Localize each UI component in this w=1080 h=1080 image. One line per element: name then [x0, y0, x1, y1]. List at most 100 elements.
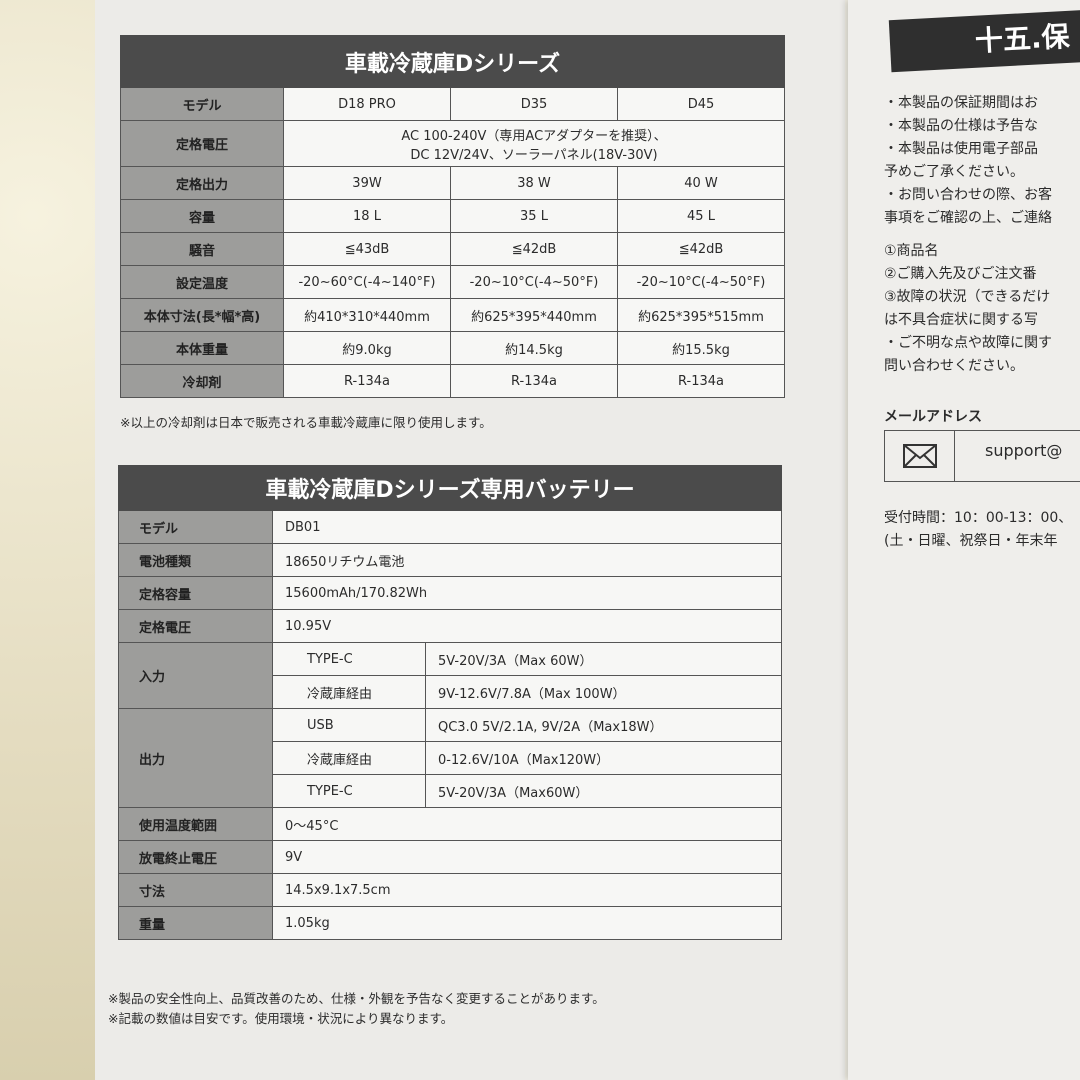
cell: 約14.5kg	[450, 331, 618, 365]
cell: 9V	[272, 840, 782, 874]
cell: 9V-12.6V/7.8A（Max 100W）	[425, 675, 782, 709]
cell: 0〜45°C	[272, 807, 782, 841]
row-label: 設定温度	[120, 265, 284, 299]
row-label: 出力	[118, 708, 273, 808]
row-label: 定格電圧	[120, 120, 284, 167]
text-line: ・ご不明な点や故障に関す	[884, 335, 1052, 351]
row-label: 定格電圧	[118, 609, 273, 643]
cell: D45	[617, 87, 785, 121]
support-email[interactable]: support@	[985, 441, 1063, 460]
cell: ≦43dB	[283, 232, 451, 266]
row-label: 放電終止電圧	[118, 840, 273, 874]
cell: USB	[272, 708, 426, 742]
cell: 38 W	[450, 166, 618, 200]
cell: 冷蔵庫経由	[272, 741, 426, 775]
cell: D18 PRO	[283, 87, 451, 121]
text-line: ②ご購入先及びご注文番	[884, 266, 1037, 282]
text-line: 予めご了承ください。	[884, 164, 1024, 180]
cell: ≦42dB	[617, 232, 785, 266]
cell: 約15.5kg	[617, 331, 785, 365]
row-label: 寸法	[118, 873, 273, 907]
cell: TYPE-C	[272, 642, 426, 676]
table-row: モデル D18 PRO D35 D45	[120, 87, 785, 121]
text-line: は不具合症状に関する写	[884, 312, 1038, 328]
cell: 冷蔵庫経由	[272, 675, 426, 709]
row-label: 定格出力	[120, 166, 284, 200]
text-line: ③故障の状況（できるだけ	[884, 289, 1051, 305]
row-label: 本体重量	[120, 331, 284, 365]
fridge-spec-table: 車載冷蔵庫Dシリーズ モデル D18 PRO D35 D45 定格電圧 AC 100-24…	[120, 35, 785, 398]
cell: 5V-20V/3A（Max 60W）	[425, 642, 782, 676]
cell: R-134a	[283, 364, 451, 398]
cell: TYPE-C	[272, 774, 426, 808]
text-line: ①商品名	[884, 243, 939, 259]
cell: 5V-20V/3A（Max60W）	[425, 774, 782, 808]
row-label: 冷却剤	[120, 364, 284, 398]
cell: D35	[450, 87, 618, 121]
cell: 約625*395*440mm	[450, 298, 618, 332]
cell: 約625*395*515mm	[617, 298, 785, 332]
cell: ≦42dB	[450, 232, 618, 266]
row-label: 本体寸法(長*幅*高)	[120, 298, 284, 332]
row-label: 電池種類	[118, 543, 273, 577]
cell: 0-12.6V/10A（Max120W）	[425, 741, 782, 775]
warranty-text: ・本製品の保証期間はお ・本製品の仕様は予告な ・本製品は使用電子部品 予めご了承くだ…	[884, 92, 1052, 378]
row-label: 重量	[118, 906, 273, 940]
merged-cell: AC 100-240V（専用ACアダプターを推奨）、 DC 12V/24V、ソーラ…	[283, 120, 785, 167]
cell: 18 L	[283, 199, 451, 233]
hours-line-2: (土・日曜、祝祭日・年末年	[884, 533, 1058, 549]
cell: -20~60°C(-4~140°F)	[283, 265, 451, 299]
email-box: support@	[884, 430, 1080, 482]
cell: -20~10°C(-4~50°F)	[617, 265, 785, 299]
cell: 15600mAh/170.82Wh	[272, 576, 782, 610]
row-label: 定格容量	[118, 576, 273, 610]
cell: 40 W	[617, 166, 785, 200]
cell: QC3.0 5V/2.1A, 9V/2A（Max18W）	[425, 708, 782, 742]
values-note: ※記載の数値は目安です。使用環境・状況により異なります。	[108, 1011, 454, 1026]
text-line: ・本製品の仕様は予告な	[884, 118, 1038, 134]
cell: 18650リチウム電池	[272, 543, 782, 577]
row-label: 騒音	[120, 232, 284, 266]
warranty-heading: 十五.保	[888, 9, 1080, 73]
cell: 14.5x9.1x7.5cm	[272, 873, 782, 907]
cell: 約410*310*440mm	[283, 298, 451, 332]
row-label: 使用温度範囲	[118, 807, 273, 841]
table-row: 騒音 ≦43dB ≦42dB ≦42dB	[120, 232, 785, 266]
table-row: 定格電圧 AC 100-240V（専用ACアダプターを推奨）、 DC 12V/24V…	[120, 120, 785, 167]
cell: -20~10°C(-4~50°F)	[450, 265, 618, 299]
row-label: モデル	[120, 87, 284, 121]
cell: 約9.0kg	[283, 331, 451, 365]
text-line: 事項をご確認の上、ご連絡	[884, 210, 1052, 226]
cell: 1.05kg	[272, 906, 782, 940]
table-row: 本体重量 約9.0kg 約14.5kg 約15.5kg	[120, 331, 785, 365]
cell: 10.95V	[272, 609, 782, 643]
cell-line: AC 100-240V（専用ACアダプターを推奨）、	[401, 128, 667, 144]
hours-line-1: 受付時間：10：00-13：00、	[884, 510, 1073, 526]
row-label: モデル	[118, 510, 273, 544]
table-row: 設定温度 -20~60°C(-4~140°F) -20~10°C(-4~50°F) -…	[120, 265, 785, 299]
text-line: 問い合わせください。	[884, 358, 1024, 374]
table-title: 車載冷蔵庫Dシリーズ専用バッテリー	[118, 465, 782, 511]
manual-page-right	[848, 0, 1080, 1080]
battery-spec-table: 車載冷蔵庫Dシリーズ専用バッテリー モデル DB01 電池種類 18650リチウム電…	[118, 465, 782, 940]
cell: R-134a	[450, 364, 618, 398]
fur-background	[0, 0, 110, 1080]
table-row: 容量 18 L 35 L 45 L	[120, 199, 785, 233]
cell: 39W	[283, 166, 451, 200]
email-label: メールアドレス	[884, 409, 982, 425]
cell: 35 L	[450, 199, 618, 233]
cell-line: DC 12V/24V、ソーラーパネル(18V-30V)	[410, 147, 658, 163]
refrigerant-note: ※以上の冷却剤は日本で販売される車載冷蔵庫に限り使用します。	[120, 415, 492, 430]
envelope-icon	[885, 431, 955, 481]
table-row: 本体寸法(長*幅*高) 約410*310*440mm 約625*395*440mm 約…	[120, 298, 785, 332]
cell: DB01	[272, 510, 782, 544]
table-row: 定格出力 39W 38 W 40 W	[120, 166, 785, 200]
table-title: 車載冷蔵庫Dシリーズ	[120, 35, 785, 88]
table-row: 冷却剤 R-134a R-134a R-134a	[120, 364, 785, 398]
text-line: ・本製品の保証期間はお	[884, 95, 1038, 111]
cell: R-134a	[617, 364, 785, 398]
text-line: ・本製品は使用電子部品	[884, 141, 1038, 157]
row-label: 入力	[118, 642, 273, 709]
spec-change-note: ※製品の安全性向上、品質改善のため、仕様・外観を予告なく変更することがあります。	[108, 991, 605, 1006]
cell: 45 L	[617, 199, 785, 233]
